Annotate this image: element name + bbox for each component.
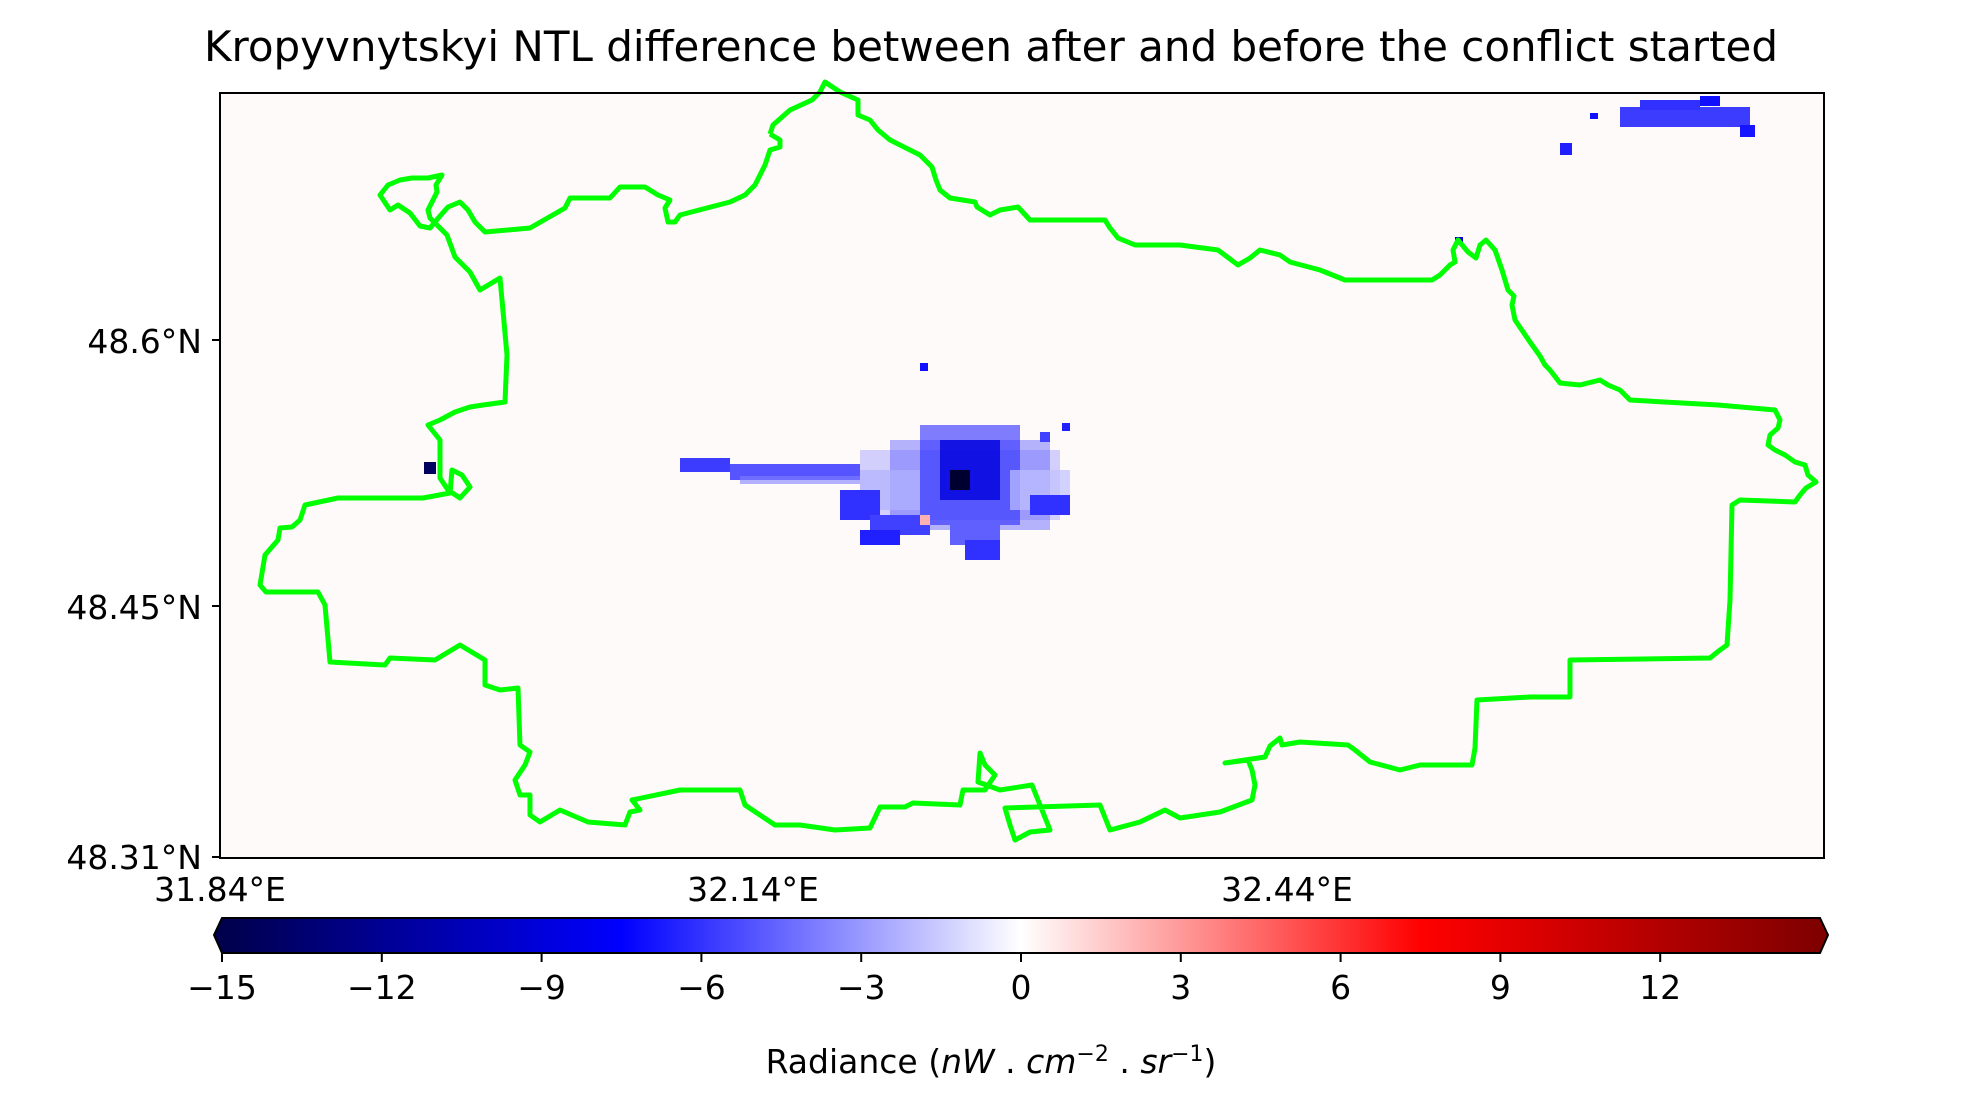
- city-boundary: [257, 79, 1819, 843]
- colorbar-tick-label: 0: [1010, 968, 1032, 1007]
- colorbar-tick-label: −9: [517, 968, 566, 1007]
- colorbar-gradient: [222, 918, 1820, 953]
- axis-ticks: [212, 339, 220, 858]
- colorbar-tick-label: 12: [1639, 968, 1682, 1007]
- colorbar-label: Radiance (nW . cm−2 . sr−1): [765, 1042, 1217, 1081]
- colorbar-tick-label: 6: [1330, 968, 1352, 1007]
- lat-tick-label: 48.31°N: [66, 838, 202, 877]
- lon-tick-label: 32.44°E: [1221, 870, 1353, 909]
- colorbar-tick-label: 9: [1489, 968, 1511, 1007]
- colorbar-outline: [212, 917, 1830, 954]
- colorbar-tick-label: −15: [187, 968, 257, 1007]
- colorbar-tick-label: −6: [677, 968, 726, 1007]
- colorbar-tick-label: −3: [836, 968, 886, 1007]
- lon-tick-label: 31.84°E: [154, 870, 286, 909]
- lat-tick-label: 48.45°N: [66, 588, 202, 627]
- colorbar-extend-min: [214, 918, 222, 953]
- lon-tick-label: 32.14°E: [687, 870, 819, 909]
- colorbar-tick-label: −12: [346, 968, 417, 1007]
- map-frame: [219, 92, 1825, 859]
- map-title: Kropyvnytskyi NTL difference between aft…: [203, 22, 1779, 71]
- ntl-difference-pixels: [424, 96, 1755, 560]
- colorbar: [212, 917, 1830, 962]
- lat-tick-label: 48.6°N: [87, 322, 202, 361]
- colorbar-tick-label: 3: [1170, 968, 1192, 1007]
- colorbar-extend-max: [1820, 918, 1828, 953]
